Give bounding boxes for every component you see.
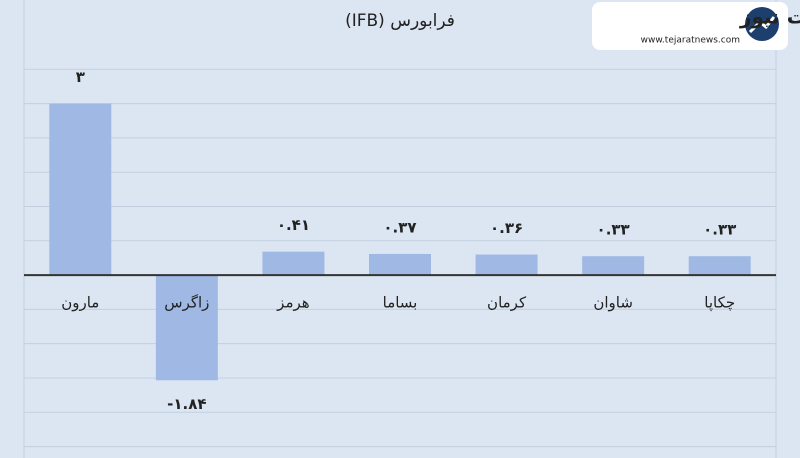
bar — [688, 256, 751, 276]
value-label: -۱.۸۴ — [167, 395, 206, 413]
x-tick-label: بساما — [383, 294, 418, 312]
logo: تجارت نیوز www.tejaratnews.com — [592, 2, 800, 50]
x-tick-label: چکاپا — [704, 294, 735, 313]
value-label: ۰.۳۳ — [597, 221, 630, 239]
x-tick-label: مارون — [61, 294, 99, 312]
marks: ۳ مارون -۱.۸۴ زاگرس ۰.۴۱ هرمز ۰.۳۷ بساما ۰.۳۶ کرم… — [24, 68, 776, 413]
logo-name: تجارت نیوز — [739, 5, 800, 29]
value-label: ۰.۳۶ — [490, 219, 523, 237]
value-label: ۰.۳۷ — [383, 218, 416, 236]
value-label: ۰.۴۱ — [277, 216, 310, 234]
logo-box — [592, 2, 788, 50]
x-tick-label: هرمز — [276, 294, 310, 312]
bar — [369, 253, 431, 276]
chart-title: فرابورس (IFB) — [345, 11, 455, 31]
bar — [262, 251, 325, 276]
bar — [475, 254, 538, 276]
logo-url: www.tejaratnews.com — [641, 36, 740, 46]
bar — [49, 103, 112, 276]
bar — [582, 256, 645, 276]
x-tick-label: کرمان — [487, 294, 527, 312]
value-label: ۰.۳۳ — [703, 221, 736, 239]
x-tick-label: شاوان — [593, 294, 633, 312]
bar — [155, 275, 218, 381]
value-label: ۳ — [76, 68, 85, 86]
x-tick-label: زاگرس — [164, 294, 209, 312]
logo-arrow — [748, 16, 776, 34]
